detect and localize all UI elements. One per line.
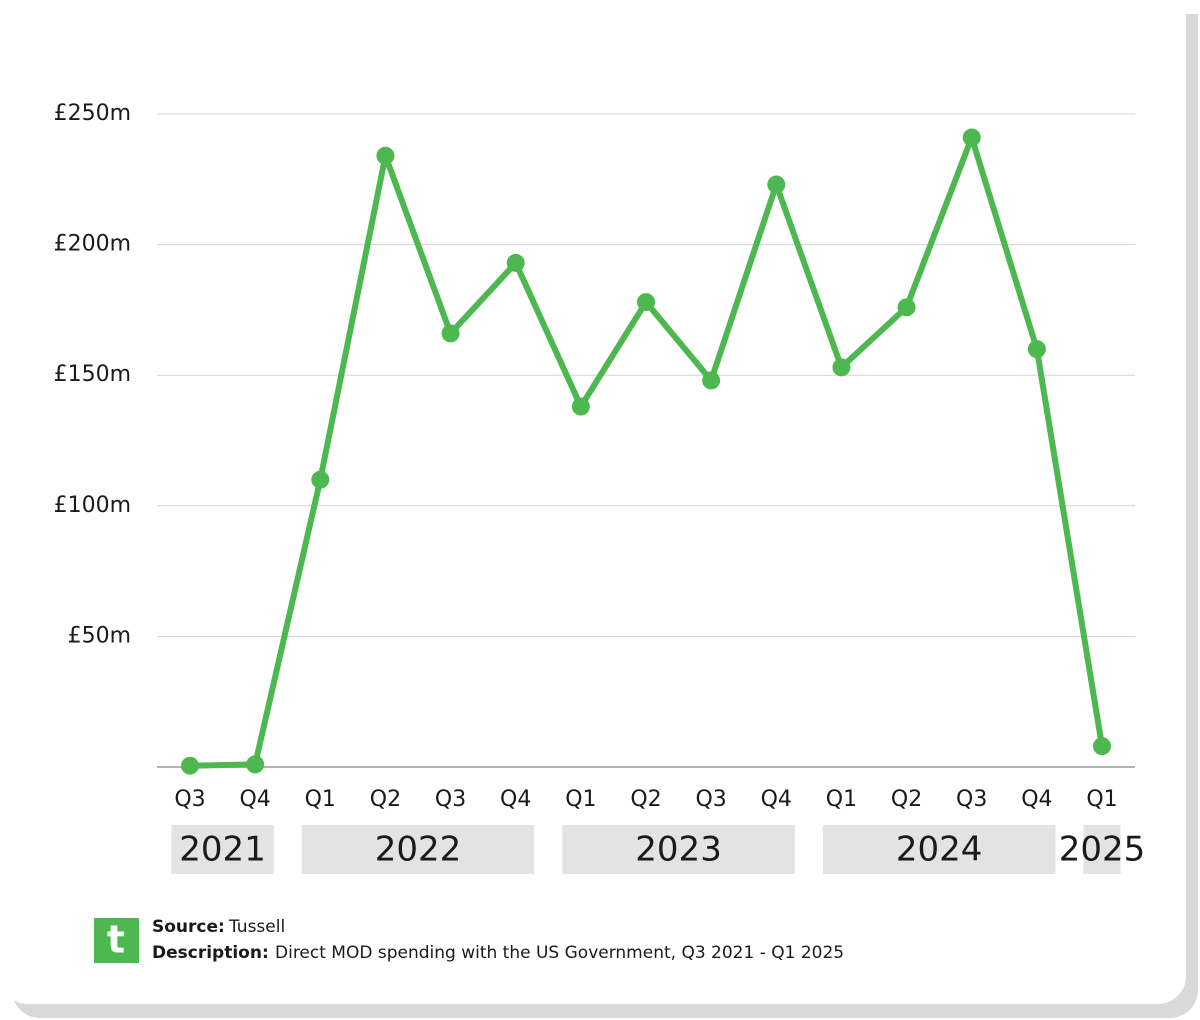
point <box>311 470 330 489</box>
point <box>702 371 721 390</box>
x-tick-label: Q1 <box>1086 787 1117 812</box>
x-tick-label: Q3 <box>174 787 205 812</box>
x-tick-label: Q1 <box>826 787 857 812</box>
description-label: Description: <box>152 943 269 963</box>
point <box>506 253 525 272</box>
y-tick-label: £250m <box>54 101 131 126</box>
point <box>637 293 655 312</box>
year-label: 2021 <box>179 830 266 870</box>
y-tick-label: £200m <box>54 232 131 257</box>
x-tick-label: Q4 <box>500 787 531 812</box>
year-box <box>1083 825 1121 874</box>
year-box <box>301 825 535 874</box>
line <box>189 134 1105 769</box>
x-tick-label: Q2 <box>630 787 661 812</box>
x-tick-label: Q2 <box>370 787 401 812</box>
x-tick-label: Q4 <box>239 787 270 812</box>
point <box>962 128 981 147</box>
point <box>1027 340 1046 359</box>
point <box>832 358 851 377</box>
y-tick-label: £50m <box>68 623 131 648</box>
point <box>376 146 395 165</box>
point <box>571 397 590 416</box>
year-label: 2024 <box>896 830 983 870</box>
x-tick-label: Q3 <box>956 787 987 812</box>
source: Tussell <box>228 917 285 937</box>
x-tick-label: Q3 <box>435 787 466 812</box>
point <box>1093 737 1111 756</box>
y-tick-label: £100m <box>54 493 131 518</box>
description: Direct MOD spending with the US Governme… <box>275 943 844 963</box>
source-label: Source: <box>152 917 225 937</box>
year-label: 2022 <box>375 830 462 870</box>
point <box>246 755 265 774</box>
year-box <box>562 825 795 874</box>
logo: t <box>107 918 125 962</box>
x-tick-label: Q1 <box>305 787 336 812</box>
point <box>181 756 199 775</box>
point <box>897 298 916 317</box>
x-tick-label: Q4 <box>761 787 792 812</box>
x-tick-label: Q1 <box>565 787 596 812</box>
year-box <box>822 825 1056 874</box>
year-label: 2023 <box>635 830 722 870</box>
x-tick-label: Q4 <box>1021 787 1052 812</box>
x-tick-label: Q2 <box>891 787 922 812</box>
point <box>767 175 786 194</box>
year-label: 2025 <box>1059 830 1146 870</box>
logo-box <box>94 918 139 963</box>
y-tick-label: £150m <box>54 362 131 387</box>
point <box>441 324 460 343</box>
year-box <box>171 825 274 874</box>
x-tick-label: Q3 <box>695 787 726 812</box>
